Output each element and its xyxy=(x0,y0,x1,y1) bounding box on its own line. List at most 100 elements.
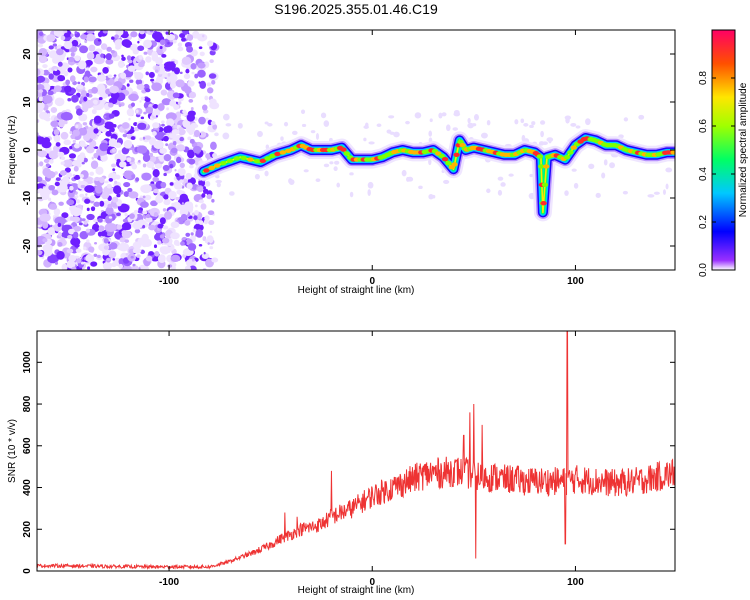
spectrogram-noise-blob xyxy=(37,136,46,145)
spectrogram-faint-blob xyxy=(216,182,221,188)
spectrogram-noise-blob xyxy=(151,31,163,40)
spectrogram-noise-blob xyxy=(154,163,163,169)
spectrogram-noise-blob xyxy=(201,252,210,260)
spectrogram-noise-blob xyxy=(157,103,165,111)
signal-track-peak xyxy=(220,161,227,166)
spectrogram-noise-blob xyxy=(84,198,91,204)
spectrogram-faint-blob xyxy=(564,115,572,120)
spectrogram-noise-blob xyxy=(135,79,143,85)
spectrogram-noise-blob xyxy=(65,79,71,86)
spectrogram-noise-blob xyxy=(82,122,88,126)
spectrogram-noise-blob xyxy=(179,71,183,75)
spectrogram-noise-blob xyxy=(126,133,133,139)
spectrogram-faint-blob xyxy=(523,122,529,127)
spectrogram-noise-blob xyxy=(162,208,167,212)
spectrogram-noise-blob xyxy=(97,218,103,223)
spectrogram-noise-blob xyxy=(85,33,96,42)
spectrogram-faint-blob xyxy=(229,191,235,196)
spectrogram-noise-blob xyxy=(142,136,146,140)
spectrogram-faint-blob xyxy=(623,117,629,122)
spectrogram-noise-blob xyxy=(145,88,151,93)
spectrogram-noise-blob xyxy=(204,95,209,101)
spectrogram-faint-blob xyxy=(445,124,451,132)
spectrogram-noise-blob xyxy=(47,226,56,236)
spectrogram-noise-blob xyxy=(198,116,206,125)
spectrogram-noise-blob xyxy=(69,75,76,83)
spectrogram-faint-blob xyxy=(406,176,414,182)
spectrogram-noise-blob xyxy=(47,90,54,96)
spectrogram-noise-blob xyxy=(54,261,59,265)
spectrogram-noise-blob xyxy=(37,119,40,123)
spectrogram-noise-blob xyxy=(94,241,98,245)
spectrogram-noise-blob xyxy=(177,46,184,52)
spectrogram-noise-blob xyxy=(153,188,159,194)
spectrogram-noise-blob xyxy=(212,124,218,130)
spectrogram-noise-blob xyxy=(149,152,154,158)
spectrogram-noise-blob xyxy=(42,247,53,257)
spectrogram-noise-blob xyxy=(103,238,109,244)
spectrogram-noise-blob xyxy=(110,91,120,100)
spectrogram-faint-blob xyxy=(571,168,577,172)
spectrogram-noise-blob xyxy=(154,251,160,257)
spectrogram-noise-blob xyxy=(110,49,115,54)
spectrogram-noise-blob xyxy=(192,228,197,232)
signal-track-peak xyxy=(536,154,544,159)
spectrogram-noise-blob xyxy=(190,62,197,70)
spectrogram-noise-blob xyxy=(140,96,145,101)
spectrogram-noise-blob xyxy=(179,162,185,169)
spectrogram-noise-blob xyxy=(74,31,78,35)
signal-track-peak xyxy=(540,201,547,206)
spectrogram-noise-blob xyxy=(37,104,44,113)
spectrogram-noise-blob xyxy=(201,193,206,198)
spectrogram-noise-blob xyxy=(45,170,56,179)
spectrogram-noise-blob xyxy=(206,235,214,244)
spectrogram-noise-blob xyxy=(123,139,133,149)
spectrogram-noise-blob xyxy=(161,123,165,127)
spectrogram-noise-blob xyxy=(113,74,117,77)
spectrogram-noise-blob xyxy=(114,180,118,185)
spectrogram-noise-blob xyxy=(64,85,72,93)
spectrogram-faint-blob xyxy=(486,119,491,126)
spectrogram-noise-blob xyxy=(53,145,61,153)
spectrogram-noise-blob xyxy=(198,199,205,204)
spectrogram-faint-blob xyxy=(471,123,477,127)
spectrogram-faint-blob xyxy=(303,169,309,173)
spectrogram-noise-blob xyxy=(98,97,103,101)
colorbar-tick-label: 0.4 xyxy=(698,167,709,181)
spectrogram-noise-blob xyxy=(63,70,69,77)
spectrogram-noise-blob xyxy=(191,258,195,262)
spectrogram-noise-blob xyxy=(123,181,131,188)
spectrogram-noise-blob xyxy=(151,82,163,92)
spectrogram-noise-blob xyxy=(145,106,154,114)
spectrogram-noise-blob xyxy=(149,155,157,163)
spectrogram-noise-blob xyxy=(54,181,60,187)
spectrogram-noise-blob xyxy=(131,163,138,170)
spectrogram-faint-blob xyxy=(486,188,491,194)
spectrogram-noise-blob xyxy=(73,165,79,172)
spectrogram-faint-blob xyxy=(301,123,307,127)
spectrogram-noise-blob xyxy=(155,57,163,65)
spectrogram-noise-blob xyxy=(182,109,187,114)
spectrogram-faint-blob xyxy=(320,112,327,119)
spectrogram-noise-blob xyxy=(104,266,111,270)
spectrogram-noise-blob xyxy=(118,161,127,168)
signal-track-peak xyxy=(279,150,287,155)
spectrogram-noise-blob xyxy=(86,52,95,60)
signal-track-peak xyxy=(269,153,276,159)
spectrogram-noise-blob xyxy=(116,193,121,198)
spectrogram-noise-blob xyxy=(57,222,62,228)
spectrogram-noise-blob xyxy=(100,43,108,50)
spectrogram-noise-blob xyxy=(56,250,65,260)
spectrogram-noise-blob xyxy=(115,30,124,36)
spectrogram-noise-blob xyxy=(79,45,89,54)
spectrogram-noise-blob xyxy=(128,117,131,121)
spectrogram-noise-blob xyxy=(186,45,194,53)
spectrogram-noise-blob xyxy=(65,160,71,164)
spectrogram-noise-blob xyxy=(153,212,159,218)
spectrogram-noise-blob xyxy=(194,204,198,208)
spectrogram-noise-blob xyxy=(60,131,69,140)
spectrogram-noise-blob xyxy=(71,39,79,48)
spectrogram-y-tick-label: 20 xyxy=(22,48,33,60)
spectrogram-faint-blob xyxy=(601,172,606,179)
spectrogram-noise-blob xyxy=(159,217,166,225)
